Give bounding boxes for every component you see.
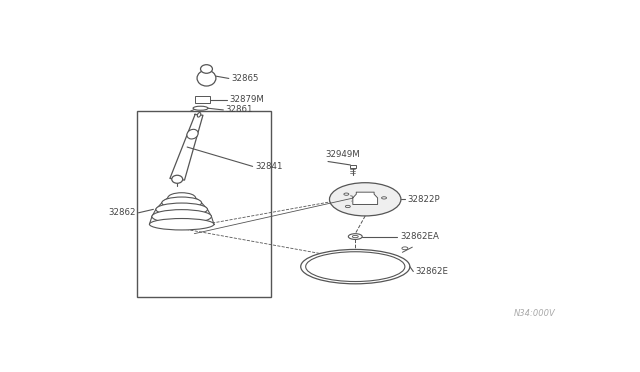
Bar [195, 96, 210, 103]
Ellipse shape [172, 175, 182, 183]
Ellipse shape [193, 106, 208, 110]
Ellipse shape [301, 250, 410, 284]
Ellipse shape [330, 183, 401, 216]
Text: 32879M: 32879M [229, 95, 264, 104]
Ellipse shape [187, 129, 198, 139]
Ellipse shape [197, 113, 201, 117]
Text: 32865: 32865 [231, 74, 259, 83]
Text: 32861: 32861 [226, 105, 253, 115]
Ellipse shape [162, 197, 202, 208]
Ellipse shape [352, 235, 358, 238]
Text: 32841: 32841 [255, 162, 283, 171]
Text: N34:000V: N34:000V [514, 309, 556, 318]
Text: 32949M: 32949M [326, 150, 360, 159]
Text: 32862: 32862 [109, 208, 136, 217]
Text: 32822P: 32822P [408, 195, 440, 204]
Ellipse shape [152, 210, 211, 223]
Polygon shape [353, 192, 378, 205]
Text: 32862E: 32862E [416, 267, 449, 276]
Ellipse shape [150, 218, 214, 230]
Ellipse shape [200, 65, 212, 73]
Bar [137, 110, 271, 297]
Ellipse shape [168, 193, 196, 203]
Polygon shape [170, 114, 203, 180]
Ellipse shape [197, 70, 216, 86]
Ellipse shape [306, 252, 405, 282]
Bar [350, 165, 356, 168]
Ellipse shape [156, 203, 207, 216]
Ellipse shape [348, 234, 362, 240]
Text: 32862EA: 32862EA [400, 232, 439, 241]
